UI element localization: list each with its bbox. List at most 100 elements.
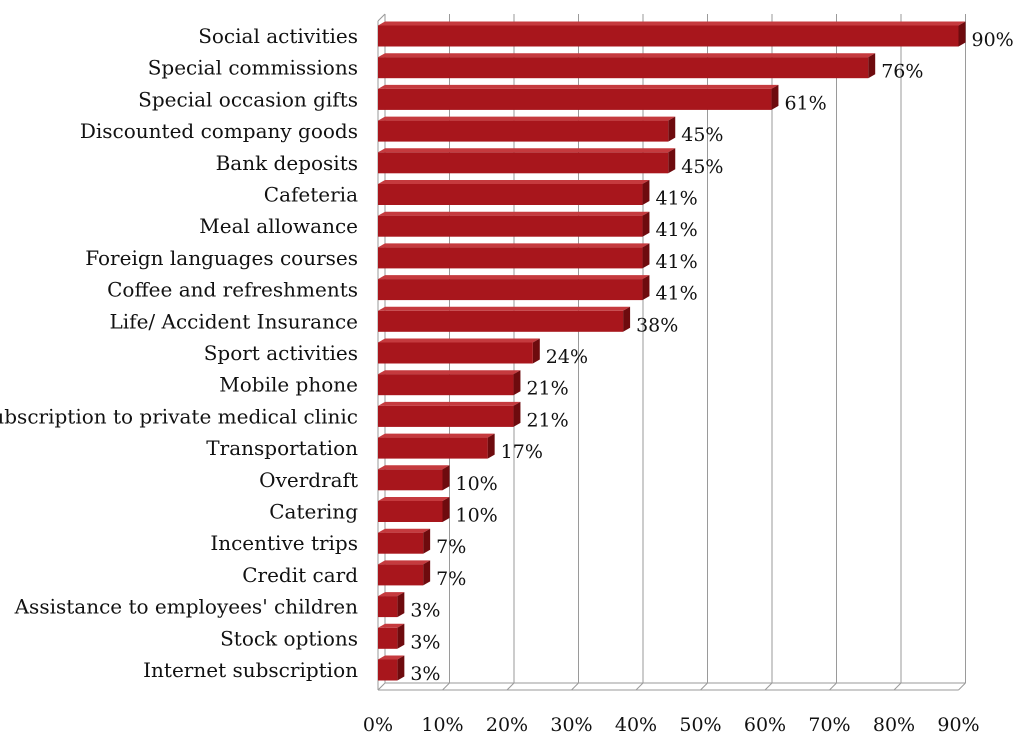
bar-15 xyxy=(378,497,450,522)
value-label: 41% xyxy=(655,219,697,241)
floor-tick-50 xyxy=(700,682,708,691)
bar-front-face xyxy=(378,88,772,110)
bar-end-face xyxy=(642,180,650,205)
bar-top-face xyxy=(378,623,405,628)
bar-14 xyxy=(378,465,450,491)
bar-front-face xyxy=(378,247,643,269)
value-label: 41% xyxy=(655,188,697,210)
bar-end-face xyxy=(397,592,405,618)
value-label: 90% xyxy=(972,29,1013,51)
bar-top-face xyxy=(378,243,650,248)
bar-end-face xyxy=(958,21,966,47)
floor-tick-30 xyxy=(571,682,579,691)
bar-10 xyxy=(378,338,540,364)
bar-end-face xyxy=(623,306,631,332)
bar-2 xyxy=(378,84,779,110)
bar-front-face xyxy=(378,627,398,649)
bar-top-face xyxy=(378,433,495,438)
category-label: Overdraft xyxy=(259,468,358,492)
bar-front-face xyxy=(378,120,669,142)
category-label: Discounted company goods xyxy=(80,119,358,143)
category-label: Assistance to employees' children xyxy=(14,595,359,619)
bars xyxy=(378,21,966,681)
tick-label: 70% xyxy=(808,714,850,736)
bar-top-face xyxy=(378,21,966,26)
tick-label: 0% xyxy=(363,714,393,736)
bar-top-face xyxy=(378,148,676,153)
bar-end-face xyxy=(423,560,431,586)
bar-end-face xyxy=(513,401,521,427)
bar-11 xyxy=(378,370,521,396)
bar-top-face xyxy=(378,53,876,58)
floor-tick-10 xyxy=(442,682,450,691)
bar-front-face xyxy=(378,25,959,47)
value-labels: 90% 76% 61% 45% 45% 41% 41% 41% 41% 38% 24% 21% 21% 1… xyxy=(410,29,1013,685)
tick-label: 10% xyxy=(421,714,463,736)
category-label: Special commissions xyxy=(148,56,358,80)
bar-front-face xyxy=(378,405,514,427)
tick-label: 30% xyxy=(550,714,592,736)
bar-end-face xyxy=(642,275,650,301)
category-label: Transportation xyxy=(206,436,358,460)
bar-18 xyxy=(378,592,405,618)
category-labels: Social activities Special commissions Spec… xyxy=(0,24,358,682)
bar-end-face xyxy=(513,370,521,396)
bar-end-face xyxy=(868,53,876,79)
bar-top-face xyxy=(378,655,405,660)
category-label: Mobile phone xyxy=(219,373,358,397)
bar-end-face xyxy=(397,655,405,681)
bar-front-face xyxy=(378,659,398,681)
bar-end-face xyxy=(642,211,650,237)
bar-front-face xyxy=(378,501,443,522)
bar-end-face xyxy=(532,338,540,364)
bar-13 xyxy=(378,433,495,459)
bar-front-face xyxy=(378,374,514,396)
bar-front-face xyxy=(378,279,643,301)
bar-top-face xyxy=(378,211,650,216)
floor-tick-70 xyxy=(829,682,837,691)
bar-front-face xyxy=(378,215,643,237)
value-label: 7% xyxy=(436,568,466,590)
category-label: Bank deposits xyxy=(216,151,358,175)
category-label: Credit card xyxy=(242,563,358,587)
bar-top-face xyxy=(378,338,540,343)
floor-tick-0 xyxy=(377,682,386,691)
value-label: 21% xyxy=(526,378,568,400)
bar-top-face xyxy=(378,401,521,406)
floor-tick-20 xyxy=(506,682,515,691)
bar-front-face xyxy=(378,184,643,205)
value-label: 76% xyxy=(881,61,923,83)
category-label: Meal allowance xyxy=(199,214,358,238)
bar-top-face xyxy=(378,180,650,184)
bar-6 xyxy=(378,211,650,237)
category-label: Catering xyxy=(269,500,358,524)
bar-1 xyxy=(378,53,876,79)
category-label: Special occasion gifts xyxy=(138,87,358,111)
tick-label: 80% xyxy=(873,714,915,736)
bar-16 xyxy=(378,528,431,554)
bar-4 xyxy=(378,148,676,174)
value-label: 45% xyxy=(681,156,723,178)
tick-label: 60% xyxy=(744,714,786,736)
value-label: 41% xyxy=(655,283,697,305)
bar-front-face xyxy=(378,437,488,459)
tick-label: 90% xyxy=(937,714,979,736)
bar-end-face xyxy=(771,84,779,110)
floor-tick-90 xyxy=(958,682,966,691)
tick-label: 40% xyxy=(615,714,657,736)
value-label: 10% xyxy=(456,505,498,527)
bar-end-face xyxy=(442,465,450,491)
value-label: 10% xyxy=(456,473,498,495)
bar-top-face xyxy=(378,116,676,121)
category-label: Subscription to private medical clinic xyxy=(0,404,358,428)
value-label: 3% xyxy=(410,600,440,622)
bar-front-face xyxy=(378,310,624,332)
bar-front-face xyxy=(378,57,869,79)
bar-top-face xyxy=(378,528,431,533)
bar-front-face xyxy=(378,342,533,364)
bar-17 xyxy=(378,560,431,586)
floor-tick-40 xyxy=(635,682,644,691)
bar-5 xyxy=(378,180,650,205)
bar-front-face xyxy=(378,469,443,491)
